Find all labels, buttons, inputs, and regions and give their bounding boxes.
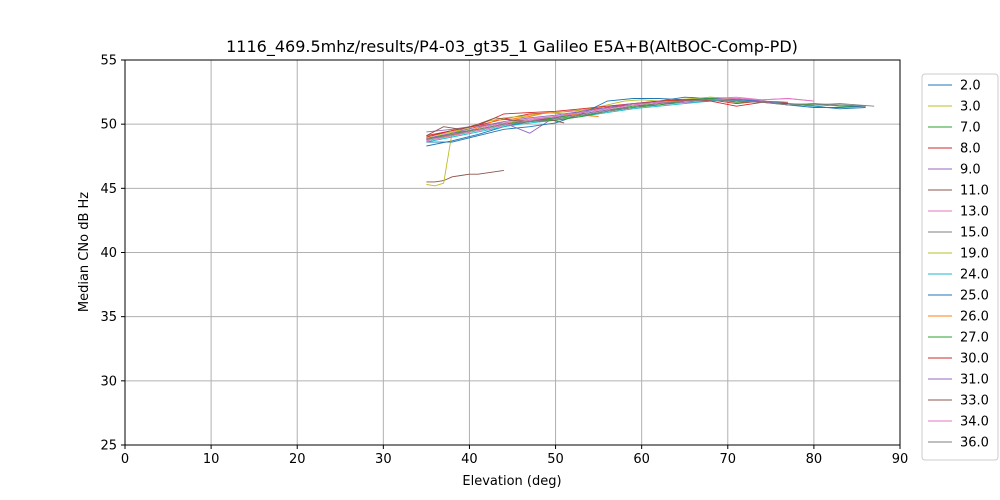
x-tick-label: 90 (892, 452, 909, 467)
legend-label: 7.0 (960, 121, 981, 136)
legend-label: 25.0 (960, 289, 989, 304)
y-tick-label: 40 (100, 246, 117, 261)
legend-label: 24.0 (960, 268, 989, 283)
y-tick-label: 30 (100, 374, 117, 389)
x-tick-label: 70 (720, 452, 737, 467)
x-tick-label: 30 (375, 452, 392, 467)
legend-label: 31.0 (960, 373, 989, 388)
series-line-11-0 (426, 169, 504, 183)
legend-label: 27.0 (960, 331, 989, 346)
x-tick-label: 0 (121, 452, 129, 467)
legend-label: 9.0 (960, 163, 981, 178)
series-line-30-0 (426, 99, 789, 138)
series-line-24-0 (426, 99, 866, 143)
x-tick-label: 20 (289, 452, 306, 467)
x-tick-label: 40 (461, 452, 478, 467)
x-tick-label: 80 (806, 452, 823, 467)
x-axis-label: Elevation (deg) (462, 474, 561, 489)
y-tick-label: 35 (100, 310, 117, 325)
legend-label: 13.0 (960, 205, 989, 220)
y-tick-label: 25 (100, 439, 117, 454)
series-line-19-0 (426, 96, 728, 187)
legend: 2.0 3.0 7.0 8.0 9.0 11.0 13.0 15.0 19.0 24.0 25.0 2… (921, 73, 999, 461)
y-axis: 25 30 35 40 45 50 55 (100, 54, 125, 454)
legend-label: 26.0 (960, 310, 989, 325)
chart-title: 1116_469.5mhz/results/P4-03_gt35_1 Galil… (226, 37, 798, 57)
y-tick-label: 55 (100, 54, 117, 69)
series-line-33-0 (426, 117, 565, 137)
x-axis: 0 10 20 30 40 50 60 70 80 90 (121, 445, 908, 467)
series-layer (426, 96, 875, 187)
legend-label: 15.0 (960, 226, 989, 241)
series-line-34-0 (426, 98, 814, 142)
y-tick-label: 50 (100, 118, 117, 133)
legend-label: 34.0 (960, 415, 989, 430)
x-tick-label: 10 (203, 452, 220, 467)
x-tick-label: 50 (547, 452, 564, 467)
y-axis-label: Median CNo dB Hz (77, 192, 92, 312)
legend-label: 33.0 (960, 394, 989, 409)
legend-label: 11.0 (960, 184, 989, 199)
legend-label: 36.0 (960, 436, 989, 451)
legend-label: 19.0 (960, 247, 989, 262)
legend-label: 2.0 (960, 79, 981, 94)
legend-label: 8.0 (960, 142, 981, 157)
x-tick-label: 60 (633, 452, 650, 467)
legend-label: 3.0 (960, 100, 981, 115)
legend-label: 30.0 (960, 352, 989, 367)
series-line-36-0 (426, 99, 866, 141)
legend-box (921, 73, 999, 461)
y-tick-label: 45 (100, 182, 117, 197)
